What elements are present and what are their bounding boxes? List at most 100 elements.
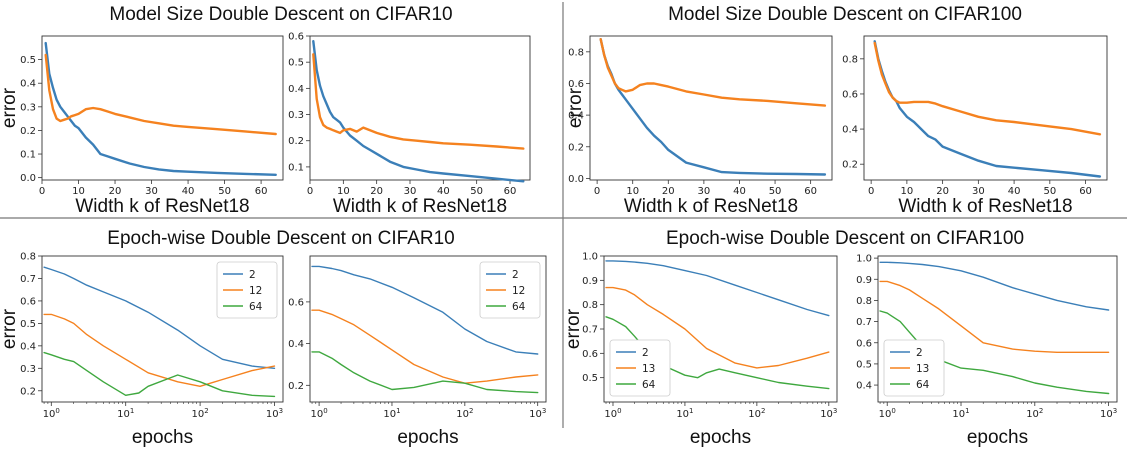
legend-label: 13 <box>916 363 929 375</box>
x-tick-label: 103 <box>1100 407 1117 420</box>
y-tick-label: 0.6 <box>568 79 584 90</box>
x-tick-label: 60 <box>255 186 268 197</box>
y-tick-label: 0.5 <box>856 359 872 370</box>
legend-label: 2 <box>249 269 256 281</box>
x-tick-label: 100 <box>311 407 328 420</box>
x-tick-label: 40 <box>182 186 195 197</box>
x-tick-label: 103 <box>266 407 283 420</box>
plots-layer: 0.0 0.1 0.2 0.3 0.4 0.5 0 10 20 30 40 50 60 Width k o… <box>0 32 1118 448</box>
y-tick-label: 0.1 <box>20 150 36 161</box>
series-line-64 <box>43 351 276 398</box>
legend: 2 13 64 <box>609 339 671 397</box>
x-tick-label: 101 <box>383 407 400 420</box>
y-tick-label: 0.3 <box>288 110 304 121</box>
series-line-orange <box>599 38 827 107</box>
x-tick-label: 101 <box>676 407 693 420</box>
chart-ew-c10-a: 0.2 0.3 0.4 0.5 0.6 0.7 0.8 100 101 102 103 epochs e… <box>0 252 284 448</box>
y-tick-label: 0.6 <box>842 89 858 100</box>
x-tick-label: 50 <box>470 186 483 197</box>
x-tick-label: 100 <box>879 407 896 420</box>
x-axis-label: epochs <box>690 427 751 448</box>
y-tick-label: 0.2 <box>20 386 36 397</box>
legend-label: 64 <box>642 379 656 391</box>
y-tick-label: 0.7 <box>20 274 36 285</box>
x-tick-label: 10 <box>901 186 914 197</box>
plot-frame <box>309 35 531 181</box>
legend-label: 12 <box>512 285 525 297</box>
y-axis-label: error <box>0 87 20 128</box>
x-axis-label: Width k of ResNet18 <box>624 196 798 217</box>
y-tick-label: 0.2 <box>288 136 304 147</box>
legend: 2 12 64 <box>216 261 278 319</box>
x-tick-label: 10 <box>72 186 85 197</box>
chart-ew-c100-b: 0.4 0.5 0.6 0.7 0.8 0.9 1.0 100 101 102 103 epochs 2… <box>856 254 1118 448</box>
y-tick-label: 1.0 <box>582 252 598 263</box>
y-tick-label: 0.8 <box>842 54 858 65</box>
legend-label: 2 <box>642 347 649 359</box>
x-tick-label: 102 <box>192 407 209 420</box>
y-tick-label: 1.0 <box>856 254 872 265</box>
x-tick-label: 60 <box>804 186 817 197</box>
y-tick-label: 0.2 <box>20 126 36 137</box>
legend-box <box>479 261 541 319</box>
y-tick-label: 0.9 <box>582 276 598 287</box>
x-tick-label: 30 <box>972 186 985 197</box>
chart-ew-c100-a: 0.5 0.6 0.7 0.8 0.9 1.0 100 101 102 103 epochs erro… <box>563 252 838 448</box>
y-tick-label: 0.0 <box>568 174 584 185</box>
x-tick-label: 50 <box>218 186 231 197</box>
y-tick-label: 0.2 <box>568 142 584 153</box>
series-line-orange <box>312 53 525 150</box>
x-tick-label: 20 <box>109 186 122 197</box>
x-tick-label: 102 <box>1026 407 1043 420</box>
x-tick-label: 30 <box>698 186 711 197</box>
series-line-64 <box>605 316 830 390</box>
y-tick-label: 0.1 <box>288 162 304 173</box>
x-tick-label: 50 <box>769 186 782 197</box>
y-tick-label: 0.5 <box>20 55 36 66</box>
y-tick-label: 0.4 <box>568 111 584 122</box>
y-tick-label: 0.2 <box>288 381 304 392</box>
legend: 2 12 64 <box>479 261 541 319</box>
plot-frame <box>41 35 284 181</box>
x-axis-label: Width k of ResNet18 <box>898 196 1072 217</box>
y-tick-label: 0.9 <box>856 275 872 286</box>
x-tick-label: 30 <box>145 186 158 197</box>
plot-frame <box>589 35 833 181</box>
x-tick-label: 40 <box>1008 186 1021 197</box>
series-line-64 <box>311 351 539 394</box>
x-tick-label: 0 <box>307 186 313 197</box>
x-tick-label: 100 <box>604 407 621 420</box>
legend-label: 64 <box>249 301 263 313</box>
chart-ms-c100-b: 0.2 0.4 0.6 0.8 0 10 20 30 40 50 60 Width k of ResN… <box>842 35 1108 217</box>
y-tick-label: 0.6 <box>856 338 872 349</box>
x-axis-label: epochs <box>132 427 193 448</box>
y-tick-label: 0.8 <box>20 252 36 263</box>
legend-box <box>216 261 278 319</box>
chart-ms-c100-a: 0.0 0.2 0.4 0.6 0.8 0 10 20 30 40 50 60 Width k of R… <box>565 35 833 217</box>
y-tick-label: 0.4 <box>288 84 304 95</box>
y-tick-label: 0.2 <box>842 160 858 171</box>
y-tick-label: 0.7 <box>856 317 872 328</box>
series-line-orange <box>44 53 277 136</box>
series-line-2 <box>879 261 1110 311</box>
chart-ms-c10-a: 0.0 0.1 0.2 0.3 0.4 0.5 0 10 20 30 40 50 60 Width k o… <box>0 35 284 217</box>
series-line-2 <box>605 260 830 317</box>
x-axis-label: Width k of ResNet18 <box>333 196 507 217</box>
series-line-orange <box>873 41 1102 136</box>
legend-label: 2 <box>916 347 923 359</box>
y-tick-label: 0.3 <box>20 102 36 113</box>
y-tick-label: 0.6 <box>582 349 598 360</box>
y-tick-label: 0.8 <box>856 296 872 307</box>
x-tick-label: 30 <box>404 186 417 197</box>
y-tick-label: 0.5 <box>582 373 598 384</box>
y-axis-label: error <box>563 308 584 349</box>
y-tick-label: 0.4 <box>20 79 36 90</box>
y-tick-label: 0.6 <box>20 296 36 307</box>
y-tick-label: 0.5 <box>288 58 304 69</box>
legend-label: 12 <box>249 285 262 297</box>
series-line-13 <box>879 280 1110 353</box>
chart-ew-c10-b: 0.2 0.4 0.6 100 101 102 103 epochs 2 12 64 <box>288 255 547 448</box>
x-tick-label: 10 <box>626 186 639 197</box>
series-line-12 <box>43 313 276 387</box>
x-tick-label: 40 <box>437 186 450 197</box>
